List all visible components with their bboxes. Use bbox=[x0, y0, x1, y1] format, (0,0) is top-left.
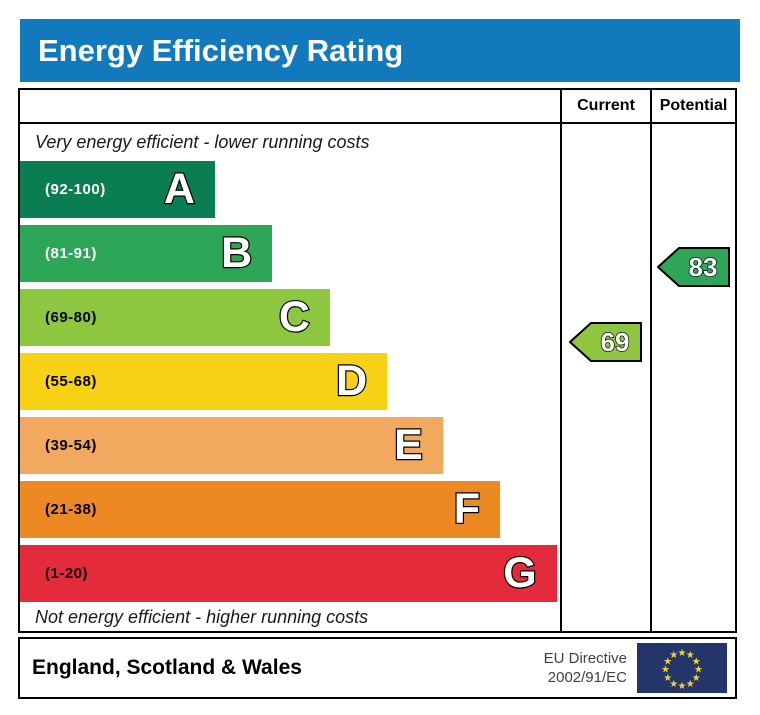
rating-band-F: (21-38) F bbox=[20, 481, 501, 538]
column-header-current: Current bbox=[562, 90, 652, 122]
rating-ladder: Very energy efficient - lower running co… bbox=[20, 124, 562, 633]
rating-band-D: (55-68) D bbox=[20, 353, 388, 410]
column-header-row: Current Potential bbox=[20, 90, 735, 124]
eu-flag-icon: ★ ★ ★ ★ ★ ★ ★ ★ ★ ★ ★ ★ bbox=[637, 643, 727, 693]
column-header-spacer bbox=[20, 90, 562, 122]
top-caption: Very energy efficient - lower running co… bbox=[35, 132, 370, 152]
band-letter: F bbox=[453, 485, 482, 533]
band-range-label: (55-68) bbox=[45, 373, 97, 390]
band-range-label: (21-38) bbox=[45, 501, 97, 518]
rating-band-G: (1-20) G bbox=[20, 545, 557, 602]
eu-directive-label: EU Directive 2002/91/EC bbox=[544, 649, 637, 687]
footer: England, Scotland & Wales EU Directive 2… bbox=[18, 637, 737, 699]
current-arrow: 69 bbox=[569, 322, 642, 362]
band-range-label: (81-91) bbox=[45, 245, 97, 262]
page-title: Energy Efficiency Rating bbox=[20, 19, 740, 82]
rating-bands: (92-100) A (81-91) B (69-80) C (55-68) D… bbox=[20, 161, 560, 602]
band-letter: C bbox=[278, 293, 311, 341]
eu-directive-line1: EU Directive bbox=[543, 650, 627, 667]
rating-band-B: (81-91) B bbox=[20, 225, 273, 282]
band-letter: A bbox=[163, 165, 196, 213]
svg-text:★: ★ bbox=[669, 679, 678, 690]
svg-text:★: ★ bbox=[669, 650, 678, 661]
current-rating-column: 69 bbox=[562, 124, 652, 633]
potential-arrow: 83 bbox=[656, 247, 730, 287]
rating-band-C: (69-80) C bbox=[20, 289, 330, 346]
eu-directive-line2: 2002/91/EC bbox=[547, 669, 627, 686]
bottom-caption: Not energy efficient - higher running co… bbox=[35, 607, 369, 627]
svg-text:★: ★ bbox=[694, 665, 703, 676]
svg-text:★: ★ bbox=[692, 656, 701, 667]
energy-rating-table: Current Potential Very energy efficient … bbox=[18, 88, 737, 633]
rating-band-A: (92-100) A bbox=[20, 161, 215, 218]
table-body: Very energy efficient - lower running co… bbox=[20, 124, 735, 633]
column-header-potential: Potential bbox=[659, 97, 728, 114]
band-range-label: (92-100) bbox=[45, 181, 106, 198]
band-letter: D bbox=[335, 357, 368, 405]
band-range-label: (69-80) bbox=[45, 309, 97, 326]
svg-text:★: ★ bbox=[661, 665, 670, 676]
svg-text:★: ★ bbox=[686, 650, 695, 661]
svg-text:★: ★ bbox=[686, 679, 695, 690]
region-label: England, Scotland & Wales bbox=[32, 656, 302, 679]
band-letter: E bbox=[393, 421, 424, 469]
potential-rating-column: 83 bbox=[652, 124, 735, 633]
svg-text:★: ★ bbox=[663, 673, 672, 684]
svg-text:★: ★ bbox=[663, 656, 672, 667]
current-value: 69 bbox=[601, 327, 630, 357]
band-letter: B bbox=[220, 229, 253, 277]
rating-band-E: (39-54) E bbox=[20, 417, 443, 474]
svg-text:★: ★ bbox=[678, 681, 687, 692]
svg-text:★: ★ bbox=[678, 648, 687, 659]
band-range-label: (39-54) bbox=[45, 437, 97, 454]
band-letter: G bbox=[502, 549, 538, 597]
band-range-label: (1-20) bbox=[45, 565, 89, 582]
svg-text:★: ★ bbox=[692, 673, 701, 684]
potential-value: 83 bbox=[688, 252, 717, 282]
